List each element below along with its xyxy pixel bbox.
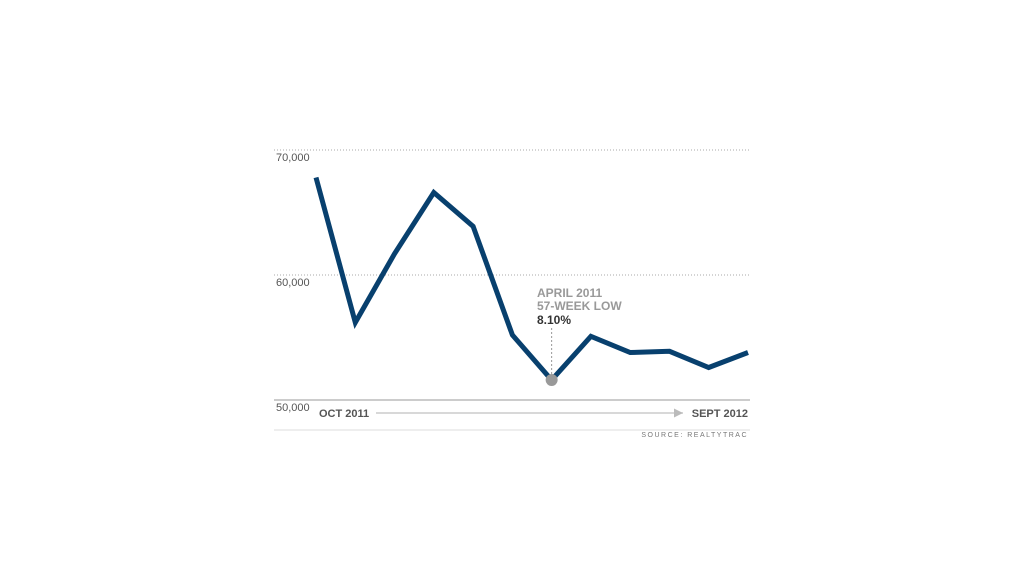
series-line [313, 176, 749, 384]
labels: 70,000 60,000 50,000 SOURCE: REALTYTRAC [276, 152, 748, 439]
annotation-desc: 57-WEEK LOW [537, 299, 622, 313]
series [313, 176, 749, 384]
y-tick-label: 70,000 [276, 152, 310, 164]
x-end-label: SEPT 2012 [692, 408, 748, 420]
gridlines [274, 149, 750, 431]
annotation-date: APRIL 2011 [537, 286, 602, 300]
y-tick-label: 50,000 [276, 402, 310, 414]
x-start-label: OCT 2011 [319, 408, 369, 420]
source-note: SOURCE: REALTYTRAC [641, 432, 748, 439]
annotation-value: 8.10% [537, 313, 571, 327]
annotation-marker [545, 374, 558, 386]
x-axis: OCT 2011 SEPT 2012 [319, 408, 748, 420]
y-tick-label: 60,000 [276, 277, 310, 289]
